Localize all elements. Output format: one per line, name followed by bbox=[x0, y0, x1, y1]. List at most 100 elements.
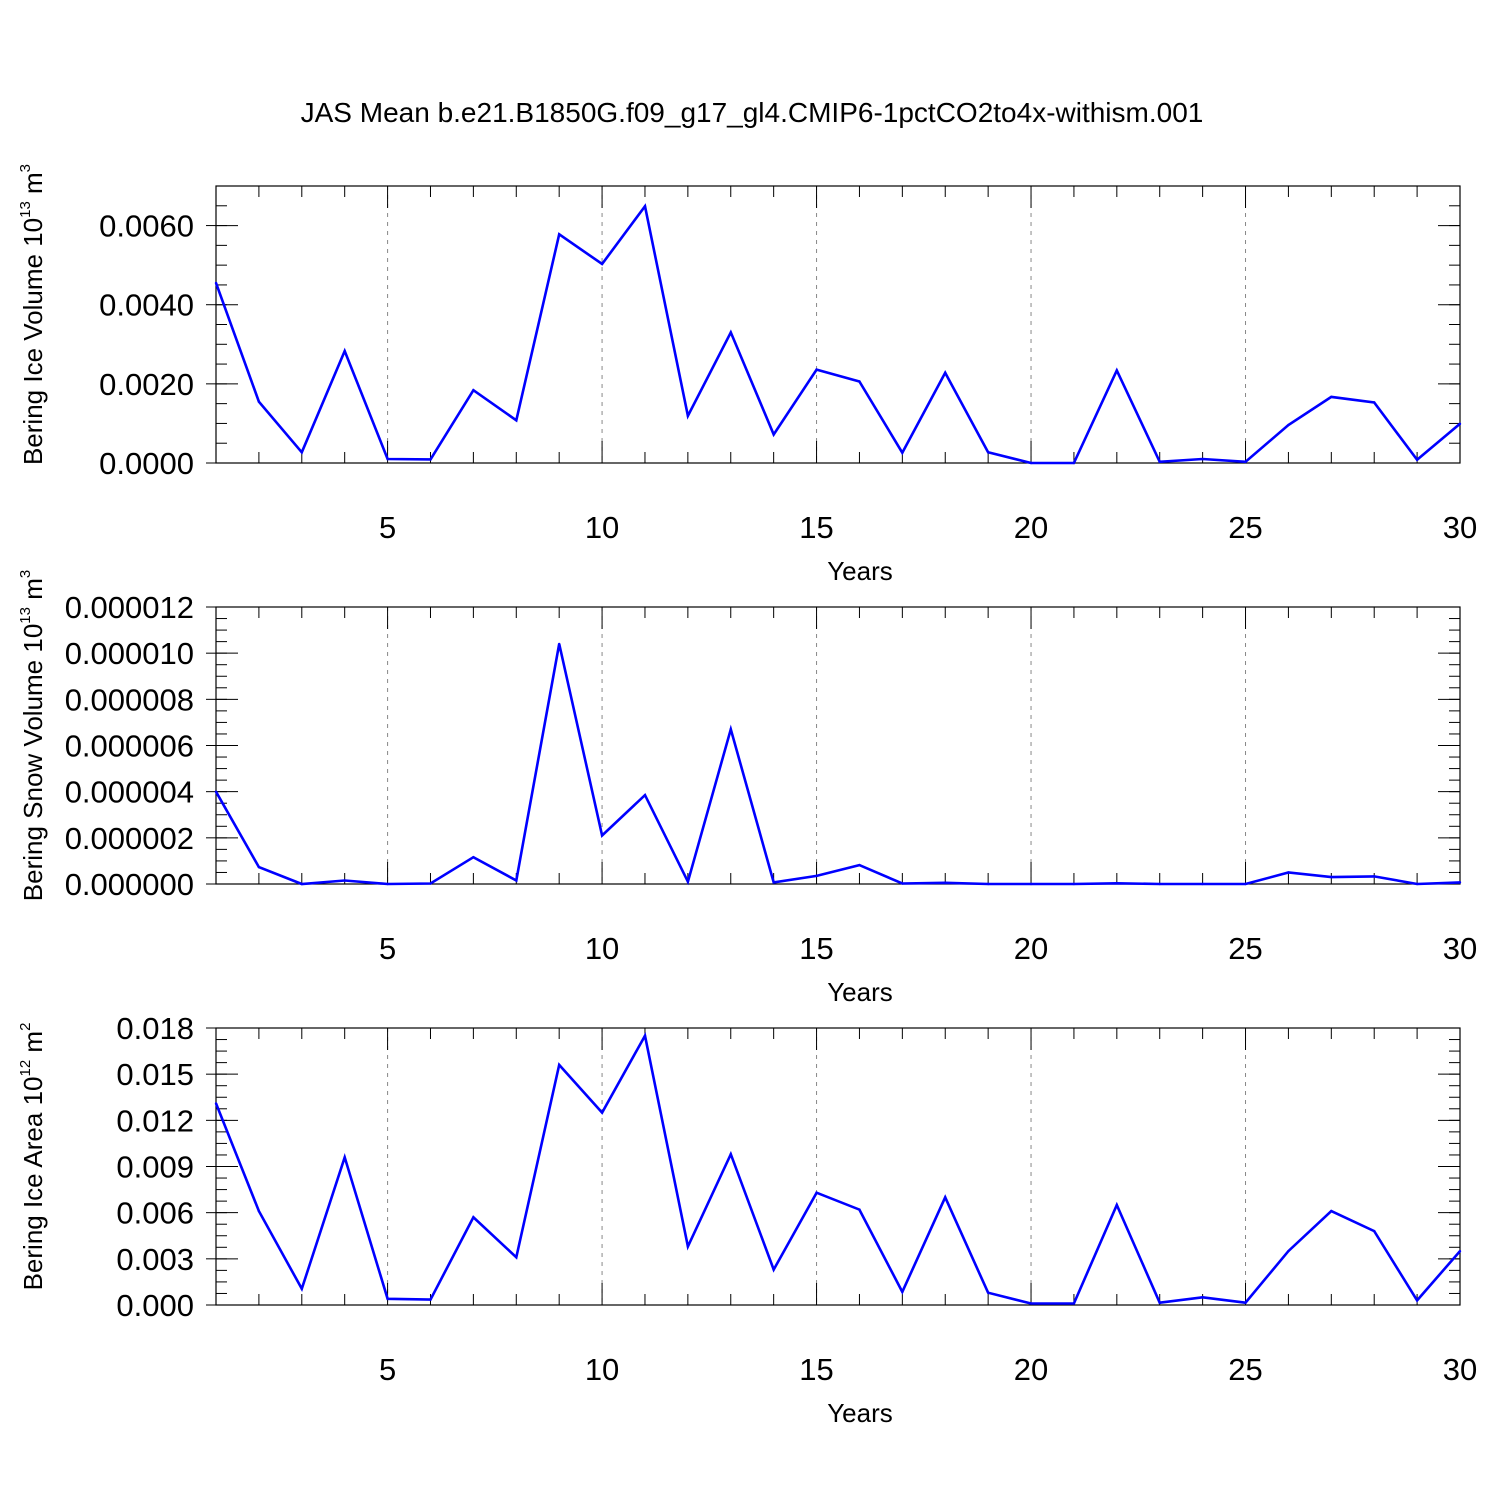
data-point bbox=[1201, 457, 1204, 461]
y-axis-label: Bering Ice Volume 1013 m3 bbox=[17, 164, 48, 465]
y-tick-label: 0.006 bbox=[116, 1196, 194, 1231]
data-point bbox=[729, 331, 732, 334]
data-point bbox=[1158, 882, 1161, 886]
y-axis-label-unit-exponent: 3 bbox=[17, 164, 34, 172]
data-point bbox=[1458, 881, 1462, 884]
data-point bbox=[257, 865, 261, 869]
data-point bbox=[772, 881, 775, 884]
figure-title: JAS Mean b.e21.B1850G.f09_g17_gl4.CMIP6-… bbox=[301, 97, 1204, 128]
data-point bbox=[944, 371, 947, 374]
data-point bbox=[729, 728, 732, 731]
data-point bbox=[343, 879, 346, 882]
y-tick-label: 0.000012 bbox=[65, 590, 194, 625]
data-point bbox=[986, 451, 990, 454]
data-point bbox=[1287, 871, 1290, 874]
data-point bbox=[343, 1156, 346, 1159]
x-tick-label: 25 bbox=[1228, 1352, 1262, 1387]
data-point bbox=[772, 1268, 775, 1271]
data-point bbox=[557, 233, 561, 236]
data-point bbox=[1287, 423, 1290, 427]
data-point bbox=[386, 1297, 389, 1301]
data-point bbox=[557, 1063, 561, 1067]
data-point bbox=[257, 1209, 261, 1213]
y-tick-label: 0.000002 bbox=[65, 821, 194, 856]
y-axis-label-unit: m bbox=[18, 1031, 48, 1060]
data-point bbox=[515, 1256, 518, 1259]
y-tick-label: 0.003 bbox=[116, 1242, 194, 1277]
y-axis-label: Bering Ice Area 1012 m2 bbox=[17, 1023, 48, 1291]
series-line bbox=[214, 643, 1461, 886]
data-point bbox=[815, 1191, 818, 1194]
data-point bbox=[515, 419, 518, 422]
y-axis-label-base: Bering Snow Volume 10 bbox=[18, 624, 48, 902]
data-point bbox=[557, 642, 561, 646]
data-point bbox=[1072, 461, 1076, 465]
data-point bbox=[1287, 1249, 1290, 1253]
y-tick-label: 0.000008 bbox=[65, 682, 194, 717]
y-axis-label-base: Bering Ice Volume 10 bbox=[18, 218, 48, 465]
data-point bbox=[515, 879, 518, 882]
x-tick-label: 20 bbox=[1014, 1352, 1048, 1387]
data-point bbox=[1458, 1249, 1462, 1253]
x-tick-label: 20 bbox=[1014, 510, 1048, 545]
data-point bbox=[1373, 401, 1376, 404]
data-point bbox=[1029, 1302, 1033, 1305]
data-point bbox=[1201, 882, 1204, 886]
data-point bbox=[1201, 1296, 1204, 1299]
data-point bbox=[1072, 882, 1076, 886]
y-tick-label: 0.000006 bbox=[65, 729, 194, 764]
x-tick-label: 5 bbox=[379, 1352, 396, 1387]
data-point bbox=[901, 1290, 904, 1294]
y-tick-label: 0.0000 bbox=[99, 446, 194, 481]
data-point bbox=[1330, 875, 1333, 879]
data-point bbox=[643, 1034, 647, 1037]
data-point bbox=[686, 1245, 690, 1248]
data-point bbox=[214, 1102, 218, 1105]
data-point bbox=[257, 400, 261, 403]
y-tick-label: 0.018 bbox=[116, 1011, 194, 1046]
data-point bbox=[1458, 422, 1462, 426]
y-axis-label: Bering Snow Volume 1013 m3 bbox=[17, 570, 48, 901]
data-point bbox=[1415, 1299, 1419, 1302]
data-point bbox=[214, 281, 218, 285]
data-point bbox=[686, 880, 690, 883]
chart-panel-1: 0.0000 0.0020 0.0040 0.0060 5 10 15 20 25 30 Years… bbox=[17, 164, 1477, 586]
x-tick-label: 15 bbox=[799, 931, 833, 966]
chart-panel-2: 0.000000 0.000002 0.000004 0.000006 0.000008… bbox=[17, 570, 1477, 1007]
data-point bbox=[1373, 1229, 1376, 1233]
y-tick-label: 0.015 bbox=[116, 1057, 194, 1092]
data-point bbox=[472, 388, 475, 392]
x-axis-label: Years bbox=[827, 556, 893, 586]
x-axis-label: Years bbox=[827, 1398, 893, 1428]
data-point bbox=[1158, 1301, 1161, 1304]
data-point bbox=[1115, 1203, 1119, 1207]
data-point bbox=[600, 262, 604, 266]
data-point bbox=[600, 1111, 604, 1114]
data-point bbox=[1373, 875, 1376, 878]
data-point bbox=[600, 834, 604, 837]
x-tick-label: 30 bbox=[1443, 1352, 1477, 1387]
data-point bbox=[1029, 461, 1033, 465]
x-tick-label: 10 bbox=[585, 1352, 619, 1387]
x-tick-label: 25 bbox=[1228, 931, 1262, 966]
data-point bbox=[1330, 395, 1333, 399]
y-tick-label: 0.012 bbox=[116, 1103, 194, 1138]
data-point bbox=[343, 349, 346, 353]
data-point bbox=[214, 790, 218, 793]
data-point bbox=[1244, 460, 1247, 464]
x-axis-label: Years bbox=[827, 977, 893, 1007]
y-axis-label-exponent: 13 bbox=[17, 201, 34, 218]
x-tick-label: 15 bbox=[799, 510, 833, 545]
data-point bbox=[429, 1298, 432, 1301]
y-axis-label-unit-exponent: 3 bbox=[17, 570, 34, 578]
data-point bbox=[1244, 1301, 1247, 1304]
data-point bbox=[300, 1287, 303, 1291]
data-point bbox=[986, 882, 990, 886]
data-point bbox=[472, 1216, 475, 1219]
data-point bbox=[815, 874, 818, 878]
y-axis-label-unit-exponent: 2 bbox=[17, 1023, 34, 1031]
x-tick-label: 10 bbox=[585, 510, 619, 545]
data-point bbox=[729, 1152, 732, 1156]
data-point bbox=[1115, 369, 1119, 372]
